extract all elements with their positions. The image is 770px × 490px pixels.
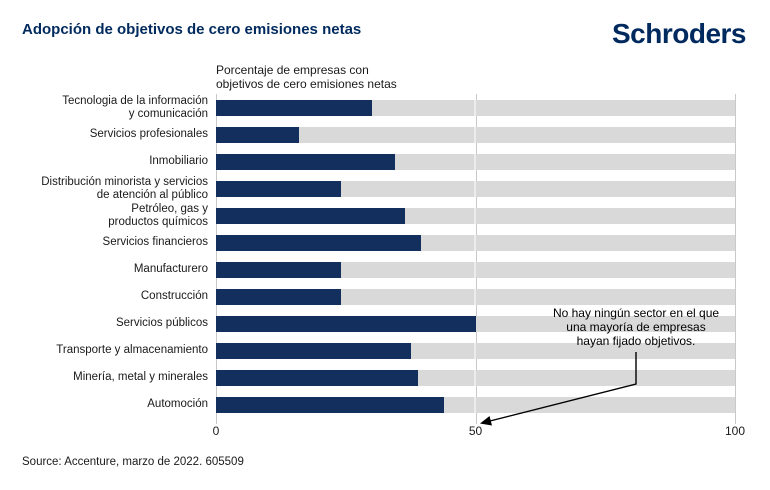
chart-row: Minería, metal y minerales xyxy=(0,364,735,391)
category-label: Distribución minorista y servicios de ate… xyxy=(41,175,208,201)
category-label: Inmobiliario xyxy=(149,155,208,167)
category-label: Transporte y almacenamiento xyxy=(56,344,208,356)
chart-row: Petróleo, gas y productos químicos xyxy=(0,202,735,229)
bar-track xyxy=(216,207,735,224)
category-label: Automoción xyxy=(147,398,208,410)
chart-subtitle: Porcentaje de empresas con objetivos de c… xyxy=(216,63,397,91)
bar-track xyxy=(216,180,735,197)
bar-fill xyxy=(216,261,341,278)
bar-track xyxy=(216,315,735,332)
chart-row: Automoción xyxy=(0,391,735,418)
gridline-50 xyxy=(475,94,477,420)
x-axis-label-100: 100 xyxy=(724,424,746,438)
annotation-text: No hay ningún sector en el que una mayorí… xyxy=(552,306,720,348)
plot-area: 0 50 100 xyxy=(213,94,745,438)
chart-row: Inmobiliario xyxy=(0,148,735,175)
bar-track xyxy=(216,288,735,305)
x-axis-label-50: 50 xyxy=(468,424,483,438)
chart-row: Servicios financieros xyxy=(0,229,735,256)
bar-fill xyxy=(216,126,300,143)
bar-fill xyxy=(216,288,341,305)
chart-row: Tecnologia de la información y comunicaci… xyxy=(0,94,735,121)
bar-fill xyxy=(216,180,341,197)
chart-row: Servicios profesionales xyxy=(0,121,735,148)
category-label: Servicios públicos xyxy=(115,317,208,329)
gridline-0 xyxy=(216,94,217,420)
bar-fill xyxy=(216,315,476,332)
chart-row: Servicios públicos xyxy=(0,310,735,337)
page-title: Adopción de objetivos de cero emisiones … xyxy=(22,21,362,38)
x-tickmark-100 xyxy=(735,420,736,424)
bar-track xyxy=(216,261,735,278)
bar-fill xyxy=(216,99,372,116)
gridline-100 xyxy=(735,94,736,420)
category-label: Manufacturero xyxy=(133,263,208,275)
category-label: Minería, metal y minerales xyxy=(73,371,208,383)
bar-fill xyxy=(216,369,419,386)
x-tickmark-50 xyxy=(475,420,477,424)
bar-fill xyxy=(216,342,411,359)
bar-track xyxy=(216,369,735,386)
bar-track xyxy=(216,234,735,251)
category-label: Petróleo, gas y productos químicos xyxy=(108,202,208,228)
schroders-logo: Schroders xyxy=(612,18,747,49)
chart-row: Construcción xyxy=(0,283,735,310)
chart-row: Distribución minorista y servicios de ate… xyxy=(0,175,735,202)
bar-track xyxy=(216,396,735,413)
x-tickmark-0 xyxy=(216,420,217,424)
bar-fill xyxy=(216,207,406,224)
category-label: Tecnologia de la información y comunicaci… xyxy=(62,94,208,120)
bar-track xyxy=(216,99,735,116)
category-label: Construcción xyxy=(140,290,208,302)
x-axis-label-0: 0 xyxy=(212,424,220,438)
chart-row: Manufacturero xyxy=(0,256,735,283)
bar-fill xyxy=(216,153,396,170)
bar-fill xyxy=(216,396,445,413)
bar-fill xyxy=(216,234,421,251)
source-note: Source: Accenture, marzo de 2022. 605509 xyxy=(22,456,244,468)
bar-chart: Tecnologia de la información y comunicaci… xyxy=(0,94,735,418)
category-label: Servicios financieros xyxy=(102,236,208,248)
category-label: Servicios profesionales xyxy=(89,128,208,140)
bar-track xyxy=(216,126,735,143)
bar-track xyxy=(216,153,735,170)
